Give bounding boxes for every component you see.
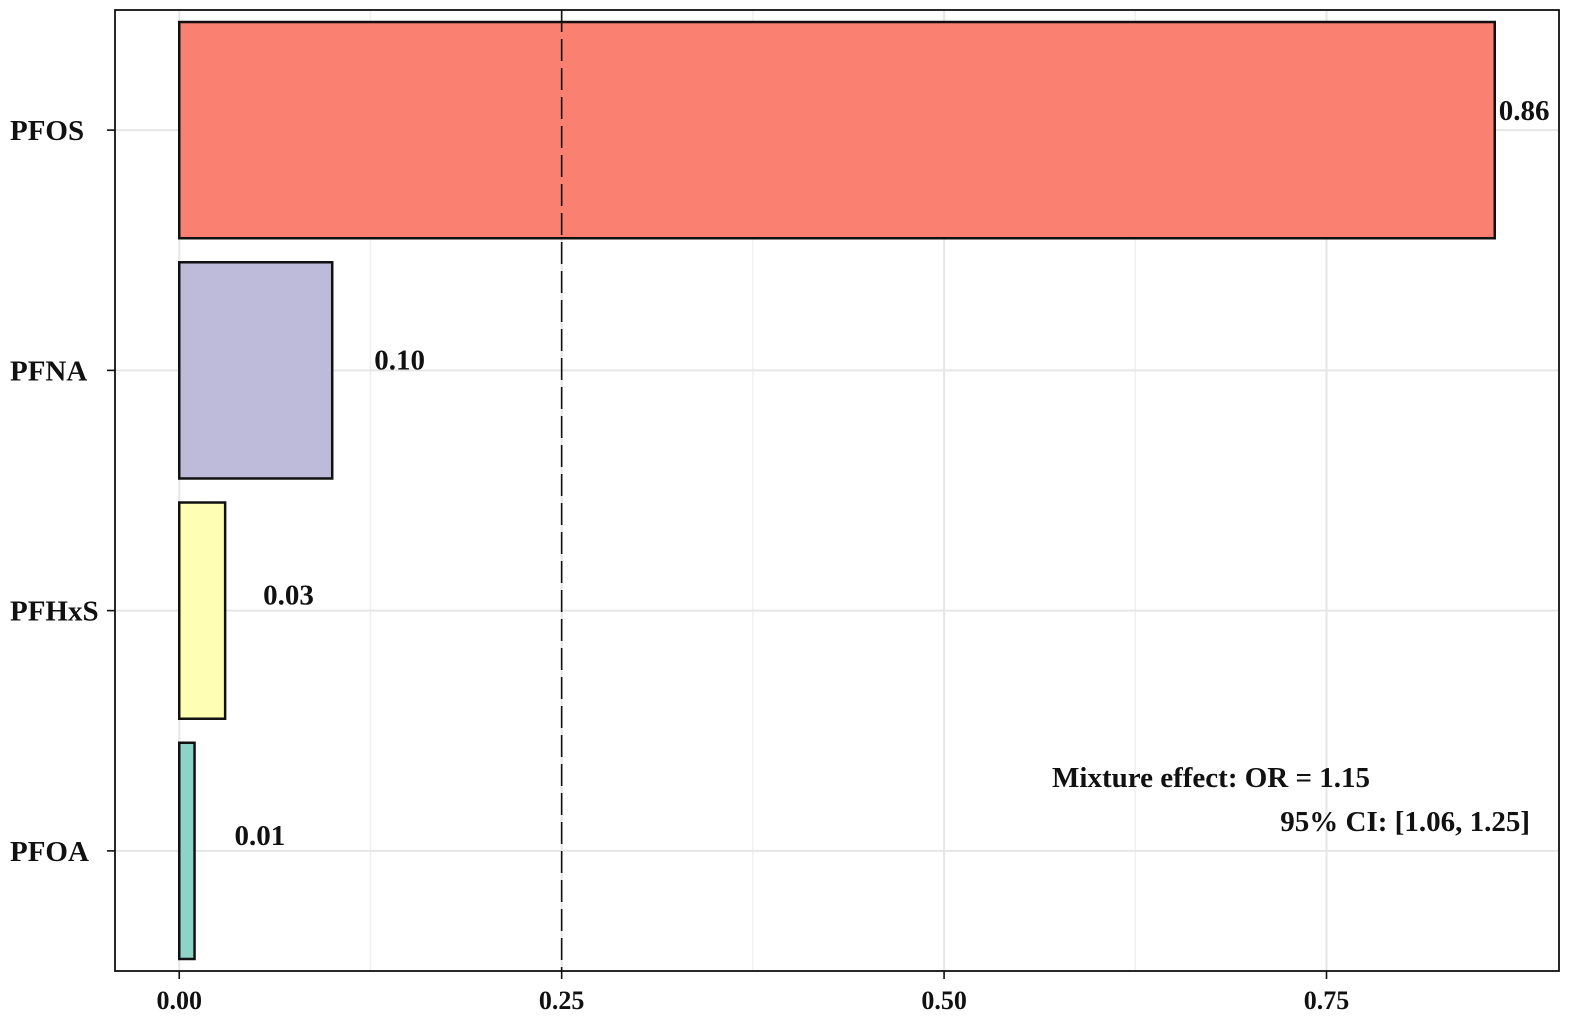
category-label-pfhxs: PFHxS — [10, 596, 99, 628]
bar-pfna — [177, 261, 334, 480]
value-label-pfhxs: 0.03 — [263, 580, 314, 612]
plot-panel-border — [114, 9, 1560, 972]
x-tick-label: 0.00 — [156, 986, 202, 1015]
mixture-effect-line1: Mixture effect: OR = 1.15 — [1052, 762, 1370, 794]
mixture-effect-line2: 95% CI: [1.06, 1.25] — [1280, 806, 1530, 838]
x-tick-label: 0.25 — [539, 986, 585, 1015]
category-label-pfoa: PFOA — [10, 836, 89, 868]
x-axis: 0.00 0.25 0.50 0.75 — [156, 971, 1349, 1015]
value-label-pfna: 0.10 — [374, 344, 425, 376]
x-tick-label: 0.50 — [921, 986, 967, 1015]
x-tick-label: 0.75 — [1304, 986, 1350, 1015]
category-label-pfna: PFNA — [10, 355, 87, 387]
category-label-pfos: PFOS — [10, 115, 84, 147]
y-axis: PFOS PFNA PFHxS PFOA — [10, 115, 115, 868]
value-label-pfoa: 0.01 — [235, 820, 286, 852]
bars — [177, 20, 1497, 961]
bar-pfhxs — [177, 501, 227, 720]
value-labels: 0.86 0.10 0.03 0.01 — [235, 95, 1550, 852]
value-label-pfos: 0.86 — [1499, 95, 1550, 127]
bar-pfos — [177, 20, 1497, 240]
bar-pfoa — [177, 741, 196, 961]
